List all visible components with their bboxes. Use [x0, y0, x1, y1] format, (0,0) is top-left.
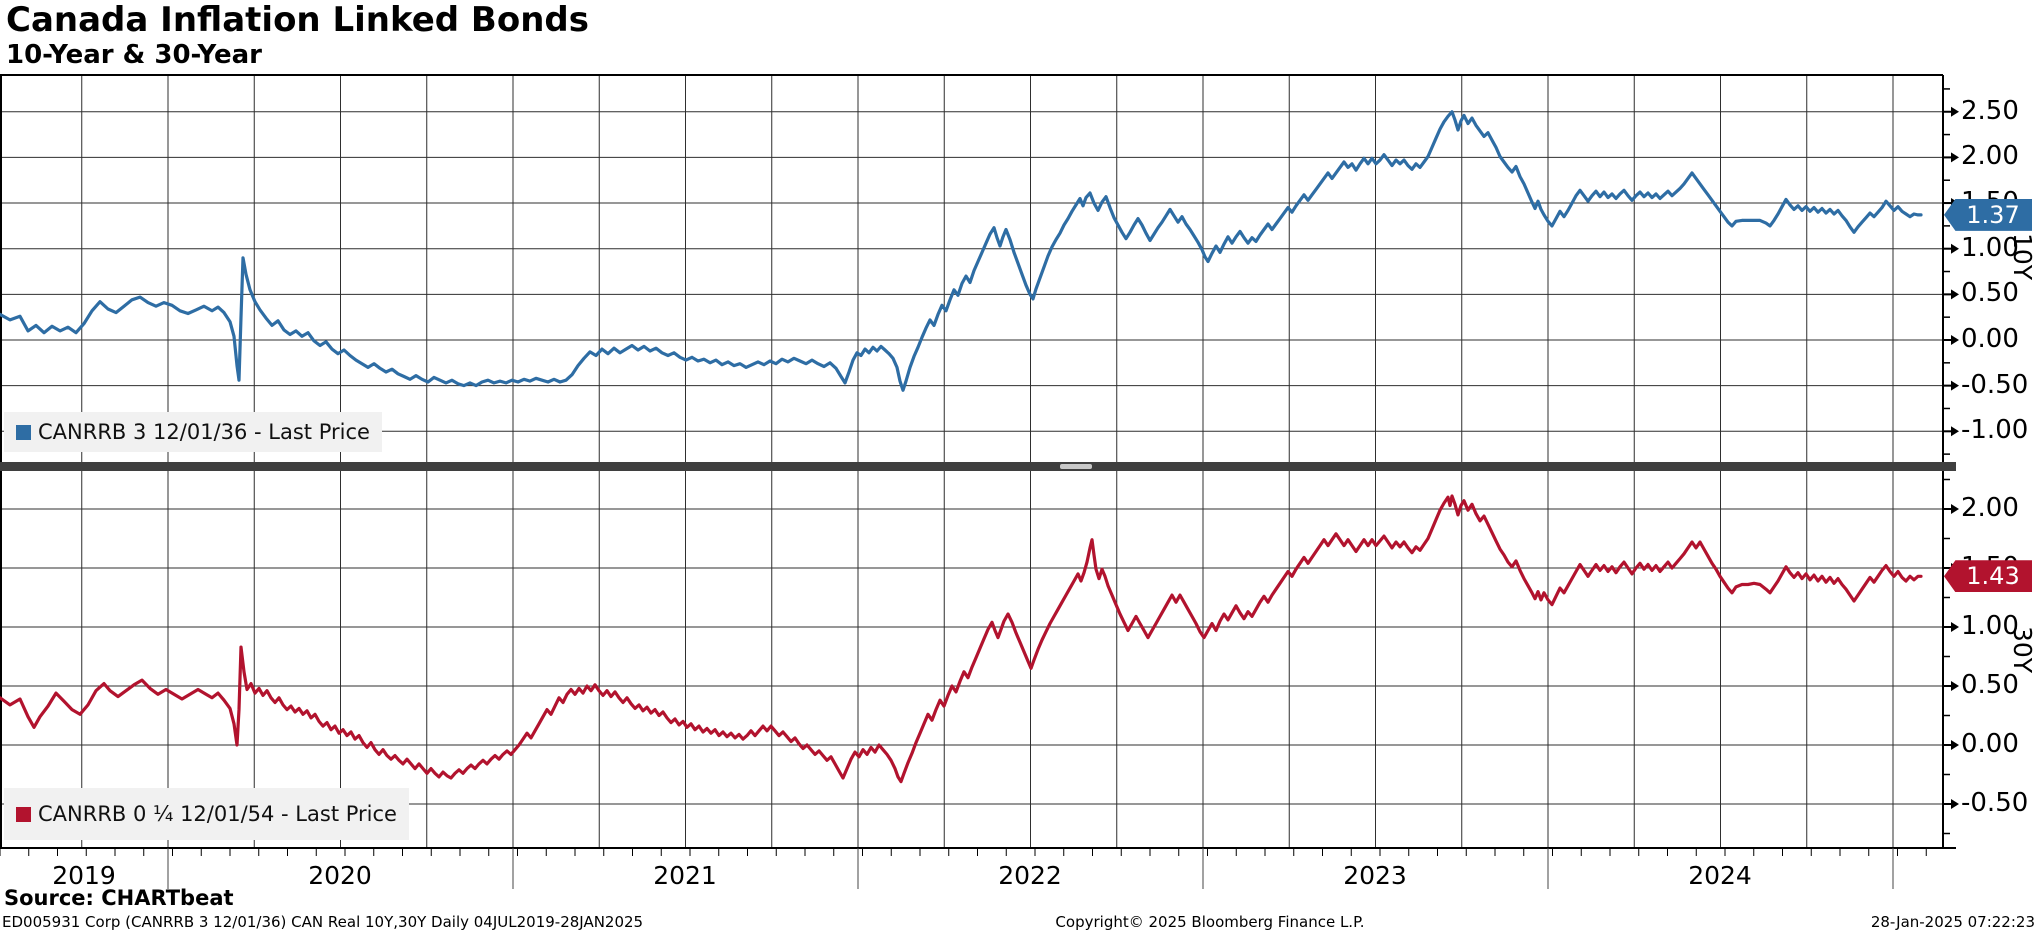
footer-security-meta: ED005931 Corp (CANRRB 3 12/01/36) CAN Re… — [2, 913, 644, 931]
page-subtitle: 10-Year & 30-Year — [6, 40, 262, 70]
footer-copyright: Copyright© 2025 Bloomberg Finance L.P. — [1055, 913, 1365, 931]
panel-divider — [0, 462, 1956, 471]
last-price-flag-30y: 1.43 — [1944, 560, 2032, 593]
legend-30y[interactable]: CANRRB 0 ¼ 12/01/54 - Last Price — [4, 788, 409, 840]
legend-label-30y: CANRRB 0 ¼ 12/01/54 - Last Price — [38, 802, 397, 826]
footer-timestamp: 28-Jan-2025 07:22:23 — [1870, 913, 2035, 931]
page-title: Canada Inflation Linked Bonds — [6, 0, 589, 40]
axis-title-30y: 30Y — [2008, 626, 2037, 674]
legend-swatch-10y-icon — [16, 424, 31, 440]
axis-title-10y: 10Y — [2008, 233, 2037, 281]
legend-label-10y: CANRRB 3 12/01/36 - Last Price — [38, 420, 370, 444]
legend-10y[interactable]: CANRRB 3 12/01/36 - Last Price — [4, 412, 382, 452]
last-price-flag-10y: 1.37 — [1944, 198, 2032, 231]
legend-swatch-30y-icon — [16, 806, 31, 822]
footer-source: Source: CHARTbeat — [4, 886, 234, 910]
panel-resize-handle[interactable] — [1060, 464, 1092, 469]
